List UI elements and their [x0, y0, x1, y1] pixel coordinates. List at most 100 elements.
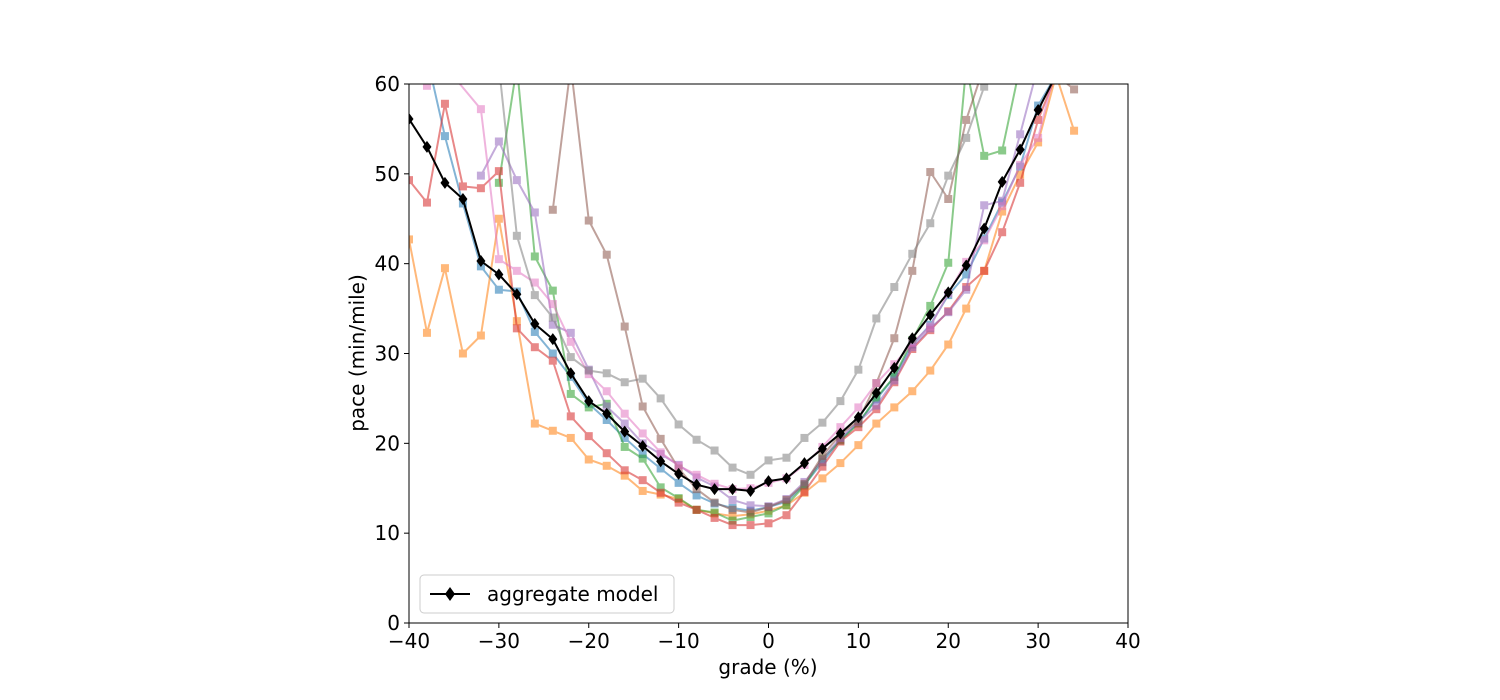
data-point-square	[422, 198, 431, 207]
data-point-square	[548, 313, 557, 322]
data-point-square	[1070, 85, 1079, 94]
data-point-square	[728, 521, 737, 530]
data-point-square	[872, 314, 881, 323]
data-point-square	[566, 412, 575, 421]
data-point-square	[584, 403, 593, 412]
data-point-square	[926, 168, 935, 177]
data-point-square	[441, 62, 449, 70]
data-point-diamond	[530, 317, 540, 330]
data-point-diamond	[817, 442, 827, 455]
y-tick-label: 20	[375, 431, 400, 455]
series-line	[497, 84, 1018, 522]
data-point-square	[530, 208, 539, 217]
data-point-diamond	[943, 286, 953, 299]
data-point-square	[944, 194, 953, 203]
data-point-square	[962, 133, 971, 142]
data-point-square	[638, 429, 647, 438]
data-point-square	[836, 459, 845, 468]
x-tick-label: 40	[1115, 629, 1140, 653]
data-point-square	[692, 435, 701, 444]
data-point-diamond	[728, 483, 738, 496]
data-point-square	[872, 379, 881, 388]
data-point-square	[1052, 71, 1060, 79]
data-point-square	[908, 266, 917, 275]
data-point-square	[602, 449, 611, 458]
data-point-square	[476, 171, 485, 180]
data-point-square	[494, 167, 503, 176]
data-point-square	[854, 365, 863, 374]
data-point-diamond	[853, 411, 863, 424]
data-point-square	[782, 511, 791, 520]
x-axis-label: grade (%)	[718, 655, 817, 679]
data-point-square	[962, 304, 971, 313]
data-point-diamond	[476, 254, 486, 267]
data-point-square	[980, 62, 988, 70]
series-line	[409, 84, 1076, 518]
data-point-square	[602, 250, 611, 259]
data-point-square	[818, 418, 827, 427]
data-point-square	[782, 453, 791, 462]
data-point-diamond	[422, 140, 432, 153]
x-tick-label: 0	[762, 629, 775, 653]
data-point-square	[409, 235, 413, 244]
data-point-square	[890, 283, 899, 292]
data-point-square	[548, 349, 557, 358]
data-point-square	[944, 171, 953, 180]
axes-layer: −40 −30 −20 −10 0 10 20 30 40 0 10 20 30 40 50 60	[375, 72, 1141, 653]
data-point-square	[818, 451, 827, 460]
data-point-diamond	[746, 484, 756, 497]
data-point-square	[638, 450, 647, 459]
data-point-diamond	[512, 288, 522, 301]
data-point-square	[566, 328, 575, 337]
series-aggregate-model	[409, 69, 1061, 497]
data-point-square	[656, 488, 665, 497]
data-point-square	[710, 446, 719, 455]
data-point-square	[567, 62, 575, 70]
data-point-square	[620, 419, 629, 428]
data-point-square	[764, 509, 773, 518]
data-point-square	[584, 366, 593, 375]
data-point-square	[1052, 62, 1060, 70]
series-individual-2	[409, 84, 1079, 521]
data-point-square	[584, 455, 593, 464]
data-point-square	[440, 99, 449, 108]
data-point-square	[656, 448, 665, 457]
data-point-square	[692, 470, 701, 479]
data-point-diamond	[710, 483, 720, 496]
data-point-square	[602, 369, 611, 378]
series-layer	[409, 62, 1079, 530]
data-point-square	[440, 132, 449, 141]
y-tick-label: 10	[375, 521, 400, 545]
y-tick-label: 0	[387, 611, 400, 635]
data-point-square	[746, 470, 755, 479]
data-point-diamond	[1052, 69, 1061, 81]
data-point-square	[710, 513, 719, 522]
data-point-square	[908, 387, 917, 396]
y-tick-label: 40	[375, 252, 400, 276]
data-point-square	[638, 486, 647, 495]
series-individual-8	[499, 84, 989, 479]
data-point-square	[566, 353, 575, 362]
x-tick-label: −40	[388, 629, 430, 653]
data-point-square	[836, 397, 845, 406]
data-point-square	[620, 471, 629, 480]
data-point-diamond	[1033, 104, 1043, 117]
data-point-square	[980, 84, 989, 91]
data-point-square	[998, 207, 1007, 216]
data-point-diamond	[925, 308, 935, 321]
data-point-square	[476, 331, 485, 340]
data-point-square	[422, 84, 431, 90]
data-point-square	[620, 442, 629, 451]
data-point-square	[998, 202, 1007, 211]
data-point-square	[980, 236, 989, 245]
data-point-square	[728, 463, 737, 472]
data-point-diamond	[997, 175, 1007, 188]
data-point-square	[1034, 138, 1043, 147]
data-point-square	[584, 216, 593, 225]
data-point-square	[620, 378, 629, 387]
series-line	[480, 84, 1035, 508]
data-point-square	[476, 184, 485, 193]
x-tick-label: −30	[478, 629, 520, 653]
data-point-square	[962, 270, 971, 279]
